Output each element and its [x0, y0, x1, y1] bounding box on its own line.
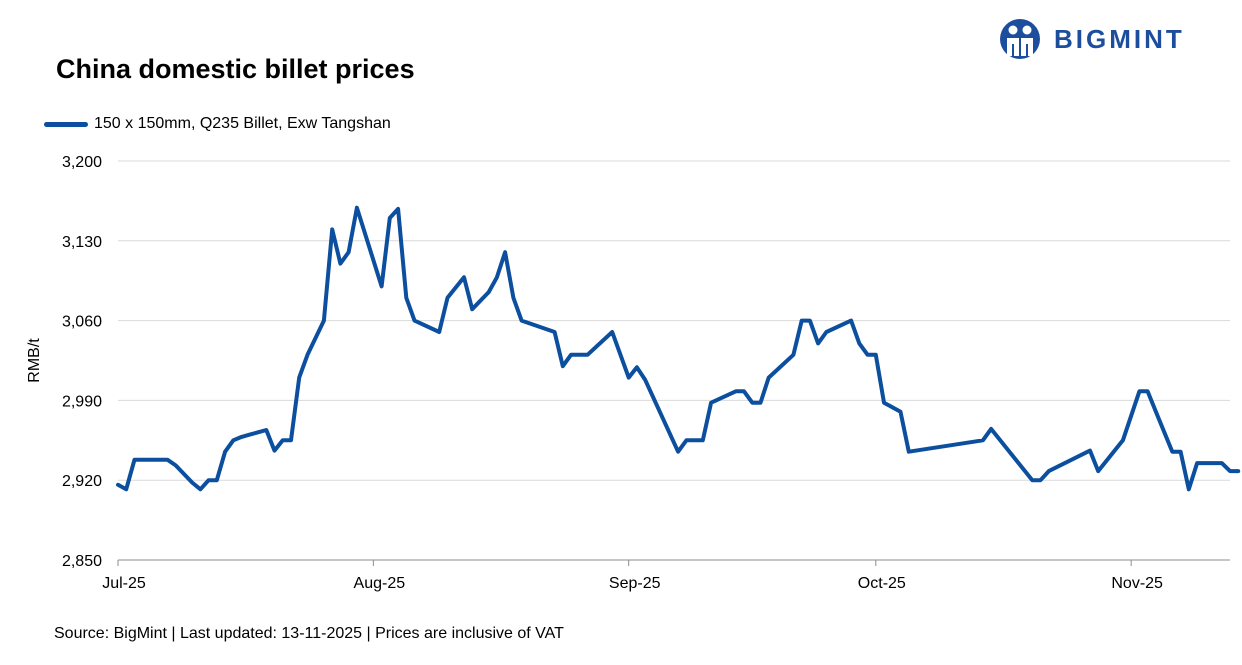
x-tick-label: Oct-25 — [858, 575, 906, 592]
source-note: Source: BigMint | Last updated: 13-11-20… — [54, 625, 564, 642]
brand-logo: BIGMINT — [998, 16, 1230, 62]
legend-label: 150 x 150mm, Q235 Billet, Exw Tangshan — [94, 115, 391, 132]
y-axis-label: RMB/t — [26, 338, 43, 383]
y-tick-label: 3,130 — [62, 234, 102, 251]
y-tick-label: 3,200 — [62, 154, 102, 171]
y-tick-label: 2,850 — [62, 553, 102, 570]
brand-name: BIGMINT — [1054, 24, 1185, 54]
legend-swatch — [44, 121, 88, 127]
y-tick-label: 3,060 — [62, 314, 102, 331]
x-tick-label: Aug-25 — [354, 575, 406, 592]
x-tick-label: Jul-25 — [102, 575, 146, 592]
y-tick-label: 2,990 — [62, 393, 102, 410]
x-tick-label: Sep-25 — [609, 575, 661, 592]
bigmint-logo-icon — [1000, 19, 1040, 59]
legend: 150 x 150mm, Q235 Billet, Exw Tangshan — [44, 113, 391, 135]
series-line — [116, 205, 1241, 492]
y-tick-label: 2,920 — [62, 473, 102, 490]
x-tick-label: Nov-25 — [1111, 575, 1163, 592]
chart-title: China domestic billet prices — [56, 54, 415, 84]
